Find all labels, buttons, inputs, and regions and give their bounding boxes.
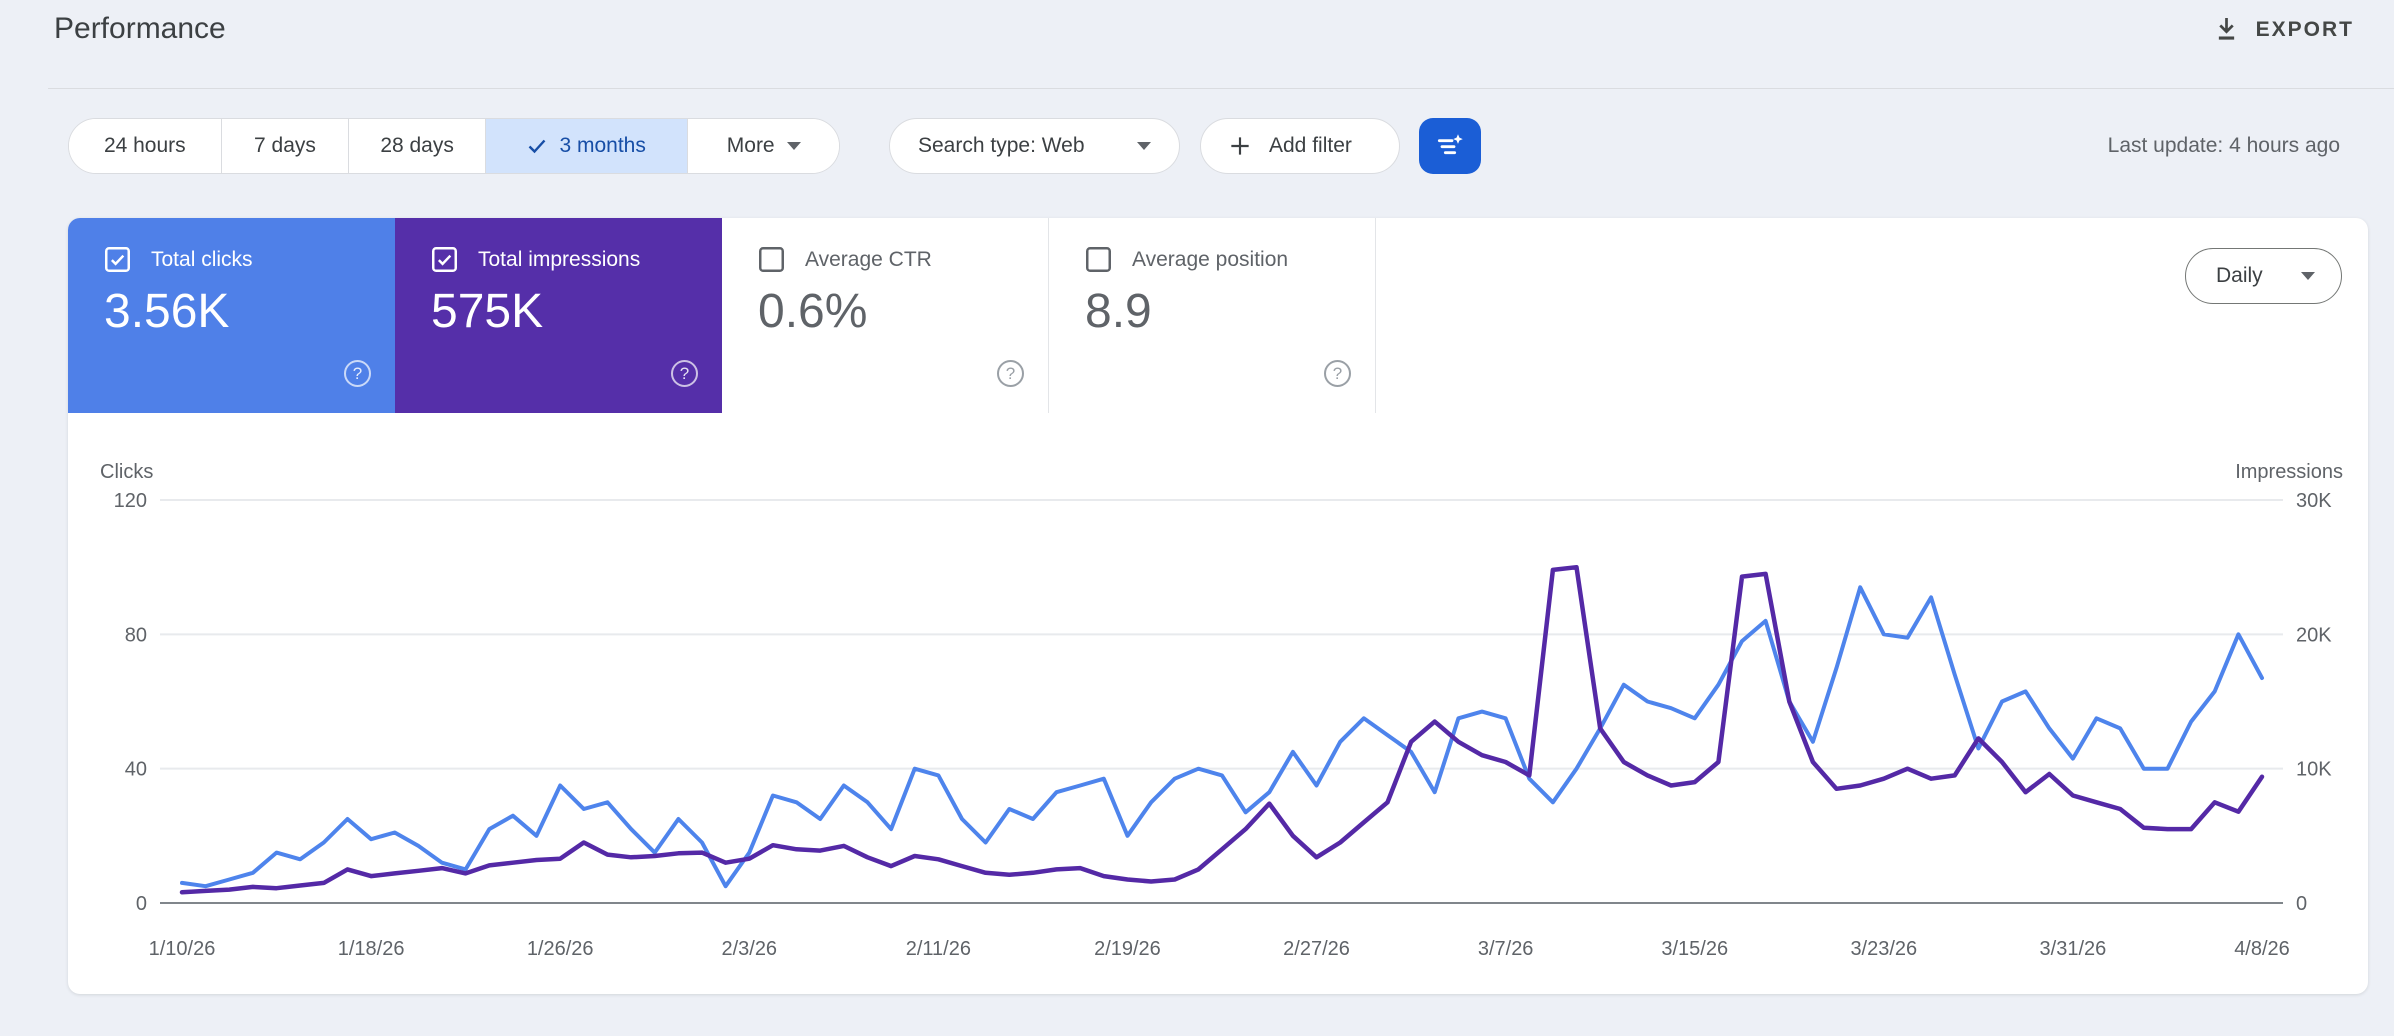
- x-axis-date-label: 1/26/26: [527, 938, 594, 960]
- chevron-down-icon: [786, 142, 801, 150]
- x-axis-date-label: 3/15/26: [1661, 938, 1728, 960]
- x-axis-date-label: 1/18/26: [338, 938, 405, 960]
- left-axis-tick: 80: [125, 624, 147, 646]
- clicks-line: [180, 585, 2264, 889]
- checkbox-checked-icon[interactable]: [104, 246, 131, 273]
- range-28-days[interactable]: 28 days: [348, 119, 485, 173]
- checkbox-checked-icon[interactable]: [431, 246, 458, 273]
- range-label: 24 hours: [103, 134, 186, 157]
- range-more-button[interactable]: More: [687, 119, 839, 173]
- help-icon[interactable]: ?: [1324, 360, 1351, 387]
- metric-label: Average CTR: [805, 247, 932, 271]
- granularity-dropdown[interactable]: Daily: [2185, 248, 2342, 304]
- left-axis-label: Clicks: [100, 461, 153, 483]
- chevron-down-icon: [2301, 272, 2315, 280]
- metric-label: Average position: [1132, 247, 1289, 271]
- left-axis-tick: 40: [125, 759, 147, 781]
- filter-tune-icon: [1437, 134, 1463, 155]
- x-axis-date-label: 3/31/26: [2040, 938, 2107, 960]
- granularity-label: Daily: [2216, 264, 2263, 287]
- right-axis-label: Impressions: [2235, 461, 2343, 483]
- metric-value: 0.6%: [758, 285, 868, 338]
- checkmark-icon: [529, 139, 546, 154]
- search-type-dropdown[interactable]: Search type: Web: [889, 118, 1180, 174]
- x-axis-date-label: 2/27/26: [1283, 938, 1350, 960]
- x-axis-date-label: 2/11/26: [906, 938, 971, 960]
- x-axis-date-label: 4/8/26: [2234, 938, 2290, 960]
- right-axis-tick: 20K: [2296, 624, 2332, 646]
- x-axis-date-label: 2/19/26: [1094, 938, 1161, 960]
- more-label: More: [726, 134, 775, 157]
- metric-value: 3.56K: [104, 285, 230, 338]
- help-icon[interactable]: ?: [344, 360, 371, 387]
- range-label: 3 months: [559, 134, 646, 157]
- right-axis-tick: 10K: [2296, 759, 2332, 781]
- range-7-days[interactable]: 7 days: [220, 119, 349, 173]
- left-axis-tick: 0: [136, 893, 147, 915]
- search-type-label: Search type: Web: [918, 134, 1085, 157]
- impressions-line: [179, 564, 2265, 895]
- export-button[interactable]: EXPORT: [2213, 16, 2354, 43]
- right-axis-tick: 30K: [2296, 490, 2332, 512]
- add-filter-label: Add filter: [1269, 134, 1352, 157]
- x-axis-date-label: 3/23/26: [1850, 938, 1917, 960]
- export-label: EXPORT: [2255, 17, 2354, 41]
- plus-icon: [1231, 137, 1249, 155]
- help-icon[interactable]: ?: [671, 360, 698, 387]
- metric-label: Total impressions: [478, 247, 641, 271]
- performance-card: Total clicks 3.56K ? Total impressions 5…: [68, 218, 2368, 994]
- download-icon: [2218, 18, 2234, 40]
- ai-filter-button[interactable]: [1419, 118, 1481, 174]
- add-filter-button[interactable]: Add filter: [1200, 118, 1400, 174]
- last-update-text: Last update: 4 hours ago: [2107, 134, 2340, 157]
- range-24-hours[interactable]: 24 hours: [69, 119, 221, 173]
- metric-value: 8.9: [1085, 285, 1152, 338]
- metric-tile-average-position[interactable]: Average position 8.9 ?: [1049, 218, 1376, 413]
- metric-tile-average-ctr[interactable]: Average CTR 0.6% ?: [722, 218, 1049, 413]
- x-axis-date-label: 1/10/26: [149, 938, 216, 960]
- left-axis-tick: 120: [114, 490, 147, 512]
- metric-tile-total-clicks[interactable]: Total clicks 3.56K ?: [68, 218, 395, 413]
- page-title: Performance: [54, 12, 226, 45]
- help-icon[interactable]: ?: [997, 360, 1024, 387]
- metric-value: 575K: [431, 285, 544, 338]
- metric-label: Total clicks: [151, 247, 253, 271]
- chevron-down-icon: [1137, 142, 1151, 150]
- range-label: 7 days: [254, 134, 316, 157]
- x-axis-date-label: 2/3/26: [721, 938, 777, 960]
- date-range-group: 24 hours 7 days 28 days 3 months More: [68, 118, 840, 174]
- metric-tile-total-impressions[interactable]: Total impressions 575K ?: [395, 218, 722, 413]
- checkbox-unchecked-icon[interactable]: [758, 246, 785, 273]
- range-3-months[interactable]: 3 months: [484, 119, 688, 173]
- right-axis-tick: 0: [2296, 893, 2307, 915]
- header-divider: [48, 88, 2394, 89]
- x-axis-date-label: 3/7/26: [1478, 938, 1534, 960]
- range-label: 28 days: [380, 134, 454, 157]
- checkbox-unchecked-icon[interactable]: [1085, 246, 1112, 273]
